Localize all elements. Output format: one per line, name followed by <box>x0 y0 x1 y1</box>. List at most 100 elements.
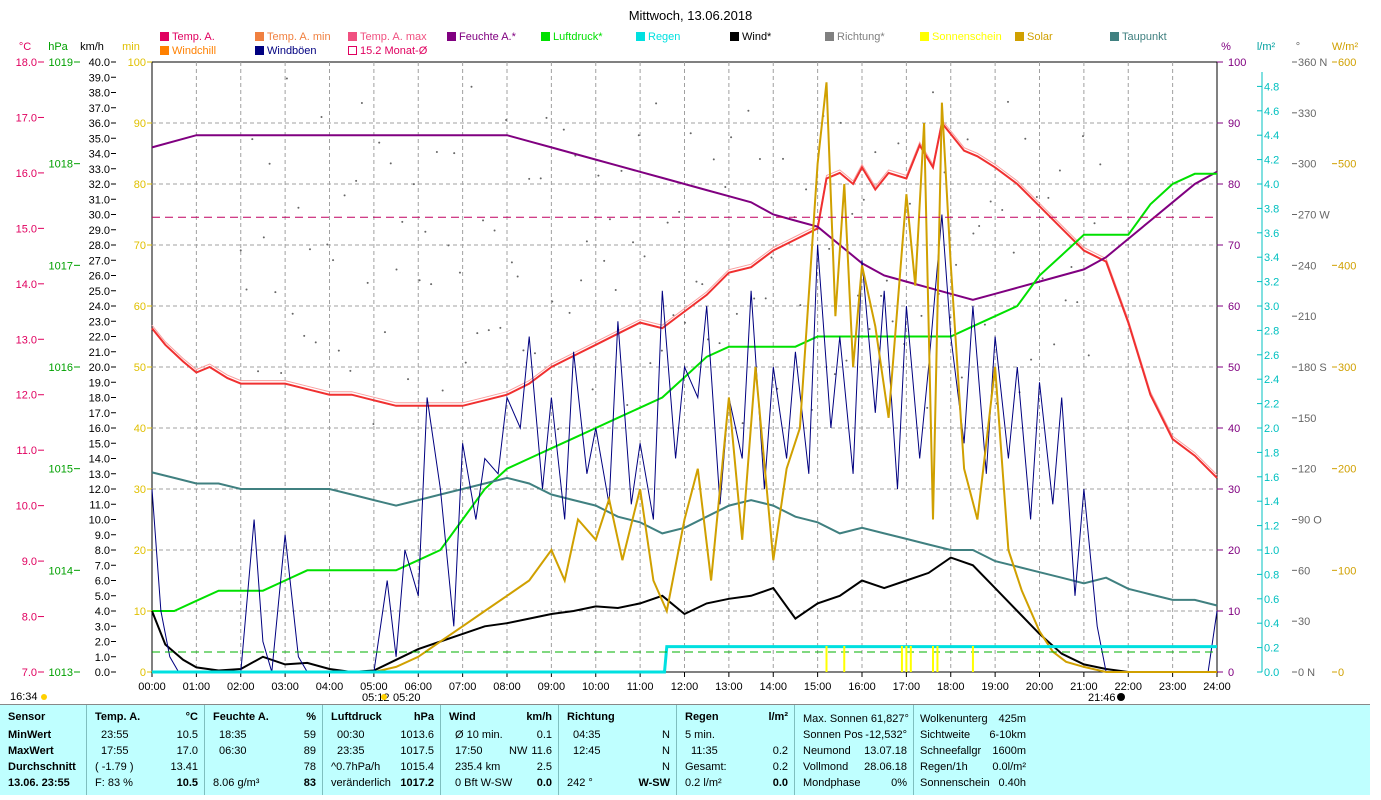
direction-dot <box>505 119 508 122</box>
direction-dot <box>487 329 490 332</box>
hum-axis-tick-label: 40 <box>1228 423 1240 435</box>
dir-axis-tick-label: 240 <box>1298 260 1316 272</box>
rain-axis-tick-label: 2.4 <box>1264 374 1279 386</box>
direction-dot <box>591 388 594 391</box>
rain-axis-tick-label: 4.6 <box>1264 106 1279 118</box>
temp-max-time: 17:55 <box>101 745 129 757</box>
direction-dot <box>464 361 467 364</box>
hum-axis-tick-label: 30 <box>1228 484 1240 496</box>
legend-swatch <box>825 32 834 41</box>
direction-dot <box>758 157 761 160</box>
dir-axis-tick-label: 300 <box>1298 159 1316 171</box>
rain-interval: 5 min. <box>685 729 715 741</box>
temp-current: 10.5 <box>176 777 198 789</box>
press-forecast: veränderlich <box>331 777 391 789</box>
direction-dot <box>528 177 531 180</box>
direction-dot <box>557 428 560 431</box>
rain-rate: 0.0l/m² <box>992 761 1026 773</box>
direction-dot <box>1053 343 1056 346</box>
wind-axis-tick-label: 32.0 <box>89 179 110 191</box>
sun-icon <box>41 694 47 700</box>
press-axis-tick-label: 1014 <box>49 565 73 577</box>
direction-dot <box>303 334 306 337</box>
press-min: 1013.6 <box>400 729 434 741</box>
direction-dot <box>285 77 288 80</box>
time-tick-label: 08:00 <box>493 681 521 693</box>
unit-dir: ° <box>1296 41 1300 53</box>
direction-dot <box>274 291 277 294</box>
rain-axis-tick-label: 0.6 <box>1264 594 1279 606</box>
legend-item: Temp. A. min <box>255 31 331 43</box>
dir-avg: N <box>662 761 670 773</box>
direction-dot <box>632 241 635 244</box>
wind-axis-tick-label: 20.0 <box>89 362 110 374</box>
direction-dot <box>868 327 871 330</box>
direction-dot <box>845 359 848 362</box>
direction-dot <box>649 362 652 365</box>
dir-axis-tick-label: 330 <box>1298 108 1316 120</box>
rain-axis-tick-label: 1.2 <box>1264 521 1279 533</box>
rain-axis-tick-label: 0.8 <box>1264 569 1279 581</box>
rain-axis-tick-label: 3.4 <box>1264 252 1279 264</box>
time-tick-label: 09:00 <box>538 681 566 693</box>
wind-run: 235.4 km <box>455 761 501 773</box>
rain-axis-tick-label: 4.8 <box>1264 81 1279 93</box>
legend-item: Temp. A. max <box>348 31 427 43</box>
legend-swatch <box>1015 32 1024 41</box>
hum-min-time: 18:35 <box>219 729 247 741</box>
direction-dot <box>337 349 340 352</box>
direction-dot <box>407 378 410 381</box>
direction-dot <box>343 194 346 197</box>
direction-dot <box>314 341 317 344</box>
direction-dot <box>851 212 854 215</box>
left-time-label: 16:34 <box>10 691 38 703</box>
direction-dot <box>885 279 888 282</box>
temp-max: 17.0 <box>176 745 198 757</box>
time-tick-label: 19:00 <box>981 681 1009 693</box>
sunrise2-label: 05:20 <box>393 692 421 704</box>
weather-chart: °C hPa km/h min% l/m² ° W/m² 18.0 17.0 16.0 15.0 14… <box>10 41 1358 704</box>
solar-axis-tick-label: 200 <box>1338 464 1356 476</box>
min-axis-tick-label: 30 <box>134 484 146 496</box>
direction-dot <box>516 275 519 278</box>
legend-swatch <box>160 46 169 55</box>
legend-label: 15.2 Monat-Ø <box>360 45 428 57</box>
time-tick-label: 06:00 <box>404 681 432 693</box>
direction-dot <box>435 151 438 154</box>
direction-dot <box>1012 251 1015 254</box>
wind-axis-tick-label: 6.0 <box>95 576 110 588</box>
hum-axis-tick-label: 20 <box>1228 545 1240 557</box>
legend-item: Wind* <box>730 31 771 43</box>
direction-dot <box>620 169 623 172</box>
direction-dot <box>1087 354 1090 357</box>
direction-dot <box>257 370 260 373</box>
full-moon: 28.06.18 <box>864 761 907 773</box>
direction-dot <box>678 210 681 213</box>
legend-swatch <box>348 32 357 41</box>
wind-axis-tick-label: 8.0 <box>95 545 110 557</box>
hum-max: 89 <box>303 745 316 757</box>
direction-dot <box>735 312 738 315</box>
temp-axis-tick-label: 10.0 <box>16 501 37 513</box>
legend-label: Wind* <box>742 31 772 43</box>
legend-swatch <box>1110 32 1119 41</box>
min-axis-tick-label: 80 <box>134 179 146 191</box>
time-tick-label: 17:00 <box>893 681 921 693</box>
wind-axis-tick-label: 9.0 <box>95 530 110 542</box>
hum-avg: 78 <box>303 761 316 773</box>
direction-dot <box>568 311 571 314</box>
direction-dot <box>683 321 686 324</box>
wind-max-time: 17:50 <box>455 745 483 757</box>
hdr-humidity: Feuchte A. <box>213 711 269 723</box>
press-axis-tick-label: 1015 <box>49 464 73 476</box>
rain-total-label: Gesamt: <box>685 761 727 773</box>
direction-dot <box>366 281 369 284</box>
time-tick-label: 20:00 <box>1026 681 1054 693</box>
wind-max-dir: NW <box>509 745 528 757</box>
moon-phase-label: Mondphase <box>803 777 861 789</box>
dir-min: N <box>662 729 670 741</box>
legend-item: Feuchte A.* <box>447 31 516 43</box>
temp-avg: 13.41 <box>170 761 198 773</box>
hdr-temp: Temp. A. <box>95 711 141 723</box>
unit-pressure: hPa <box>413 711 434 723</box>
